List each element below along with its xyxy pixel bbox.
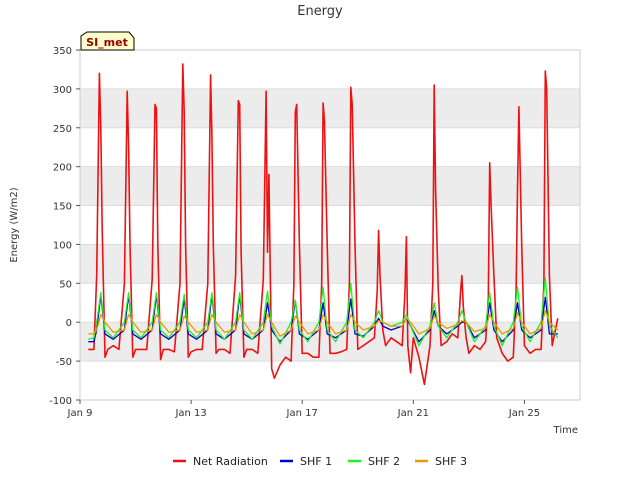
- x-tick-label: Jan 25: [508, 408, 540, 419]
- series-lines: [88, 63, 559, 386]
- badge-label: SI_met: [86, 36, 128, 49]
- y-tick-label: 0: [66, 318, 72, 329]
- y-tick-label: 50: [59, 279, 72, 290]
- x-tick-label: Jan 13: [174, 408, 206, 419]
- x-tick-label: Jan 9: [67, 408, 93, 419]
- y-tick-label: -100: [49, 396, 72, 407]
- series-line-shf-2: [88, 277, 559, 347]
- series-line-net-radiation: [88, 63, 559, 386]
- legend: Net Radiation SHF 1 SHF 2 SHF 3: [173, 455, 467, 468]
- x-axis-ticks: Jan 9 Jan 13 Jan 17 Jan 21 Jan 25: [67, 400, 540, 419]
- band: [80, 244, 580, 284]
- series-line-shf-3: [88, 309, 559, 337]
- y-tick-label: 250: [53, 124, 72, 135]
- legend-label: SHF 3: [435, 455, 467, 468]
- badge-box: [80, 31, 135, 51]
- y-tick-label: 100: [53, 240, 72, 251]
- band: [80, 166, 580, 206]
- legend-label: Net Radiation: [193, 455, 268, 468]
- legend-label: SHF 2: [368, 455, 400, 468]
- plot-frame: [79, 49, 581, 401]
- y-tick-label: 150: [53, 202, 72, 213]
- si-met-badge: SI_met: [80, 31, 135, 51]
- y-tick-label: 350: [53, 46, 72, 57]
- chart-title: Energy: [297, 4, 343, 19]
- y-axis-ticks: -100 -50 0 50 100 150 200 250 300 350: [49, 46, 80, 407]
- x-tick-label: Jan 17: [286, 408, 318, 419]
- y-tick-label: 300: [53, 85, 72, 96]
- y-tick-label: -50: [56, 357, 72, 368]
- x-axis-label: Time: [553, 425, 578, 436]
- x-tick-label: Jan 21: [397, 408, 429, 419]
- y-tick-label: 200: [53, 163, 72, 174]
- band: [80, 88, 580, 128]
- legend-label: SHF 1: [300, 455, 332, 468]
- y-axis-label: Energy (W/m2): [9, 187, 20, 262]
